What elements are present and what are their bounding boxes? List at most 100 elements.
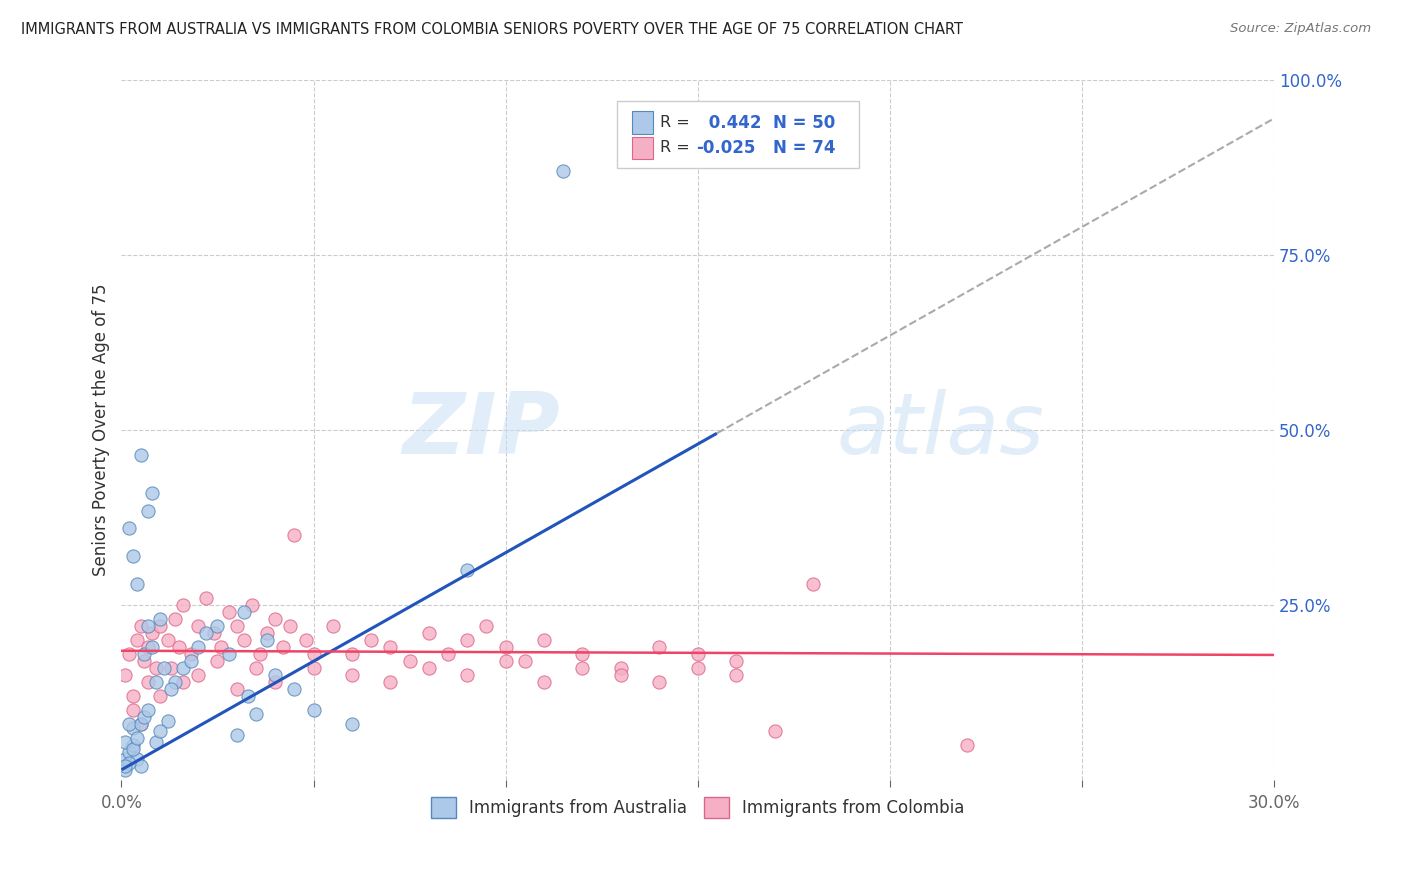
Point: [136, 703, 159, 717]
Point: [145, 735, 167, 749]
Point: [141, 486, 163, 500]
Point: [725, 668, 748, 682]
Point: [187, 640, 209, 655]
Text: ZIP: ZIP: [402, 389, 560, 472]
Point: [122, 721, 145, 735]
Point: [955, 739, 977, 753]
Text: R =: R =: [659, 115, 689, 130]
Point: [209, 640, 232, 655]
Point: [225, 619, 247, 633]
Point: [145, 675, 167, 690]
Point: [118, 756, 141, 770]
Point: [122, 741, 145, 756]
Point: [418, 626, 440, 640]
Point: [238, 690, 260, 704]
Point: [114, 735, 136, 749]
Point: [418, 661, 440, 675]
Point: [187, 668, 209, 682]
Point: [180, 654, 202, 668]
Point: [136, 619, 159, 633]
Point: [149, 724, 172, 739]
Text: -0.025: -0.025: [696, 139, 756, 157]
Point: [114, 752, 136, 766]
Point: [610, 668, 633, 682]
FancyBboxPatch shape: [631, 112, 652, 134]
Text: atlas: atlas: [837, 389, 1045, 472]
Point: [172, 675, 194, 690]
Text: 0.442: 0.442: [703, 113, 762, 132]
Point: [271, 640, 294, 655]
Point: [114, 668, 136, 682]
Point: [207, 654, 229, 668]
Point: [118, 745, 141, 759]
Point: [218, 647, 240, 661]
Point: [725, 654, 748, 668]
Point: [256, 626, 278, 640]
Point: [225, 728, 247, 742]
Point: [283, 528, 305, 542]
Point: [194, 626, 217, 640]
Point: [302, 703, 325, 717]
Point: [194, 591, 217, 606]
Point: [380, 675, 402, 690]
Point: [172, 598, 194, 612]
Point: [256, 633, 278, 648]
Point: [122, 703, 145, 717]
Point: [156, 714, 179, 728]
Point: [437, 647, 460, 661]
Point: [553, 164, 575, 178]
Point: [172, 661, 194, 675]
Point: [118, 521, 141, 535]
Point: [129, 759, 152, 773]
Point: [149, 690, 172, 704]
Point: [533, 675, 555, 690]
Point: [233, 605, 256, 619]
Point: [456, 668, 478, 682]
Point: [322, 619, 344, 633]
Text: N = 74: N = 74: [772, 139, 835, 157]
Point: [129, 717, 152, 731]
Point: [225, 682, 247, 697]
Point: [136, 640, 159, 655]
Point: [156, 633, 179, 648]
Point: [136, 675, 159, 690]
FancyBboxPatch shape: [631, 136, 652, 159]
Point: [264, 675, 287, 690]
FancyBboxPatch shape: [617, 101, 859, 168]
Point: [145, 661, 167, 675]
Point: [118, 647, 141, 661]
Point: [167, 640, 190, 655]
Point: [125, 577, 148, 591]
Point: [180, 647, 202, 661]
Point: [149, 612, 172, 626]
Point: [571, 647, 593, 661]
Point: [141, 640, 163, 655]
Point: [686, 647, 709, 661]
Legend: Immigrants from Australia, Immigrants from Colombia: Immigrants from Australia, Immigrants fr…: [425, 791, 972, 824]
Point: [118, 717, 141, 731]
Point: [686, 661, 709, 675]
Point: [160, 661, 183, 675]
Point: [495, 640, 517, 655]
Point: [240, 598, 263, 612]
Point: [129, 717, 152, 731]
Point: [141, 626, 163, 640]
Text: IMMIGRANTS FROM AUSTRALIA VS IMMIGRANTS FROM COLOMBIA SENIORS POVERTY OVER THE A: IMMIGRANTS FROM AUSTRALIA VS IMMIGRANTS …: [21, 22, 963, 37]
Point: [360, 633, 382, 648]
Point: [122, 549, 145, 564]
Point: [114, 759, 136, 773]
Point: [302, 661, 325, 675]
Point: [513, 654, 536, 668]
Point: [340, 647, 363, 661]
Point: [218, 605, 240, 619]
Y-axis label: Seniors Poverty Over the Age of 75: Seniors Poverty Over the Age of 75: [93, 284, 110, 576]
Point: [149, 619, 172, 633]
Point: [280, 619, 302, 633]
Point: [283, 682, 305, 697]
Text: Source: ZipAtlas.com: Source: ZipAtlas.com: [1230, 22, 1371, 36]
Text: R =: R =: [659, 140, 689, 155]
Point: [152, 661, 174, 675]
Point: [160, 682, 183, 697]
Point: [763, 724, 786, 739]
Point: [340, 668, 363, 682]
